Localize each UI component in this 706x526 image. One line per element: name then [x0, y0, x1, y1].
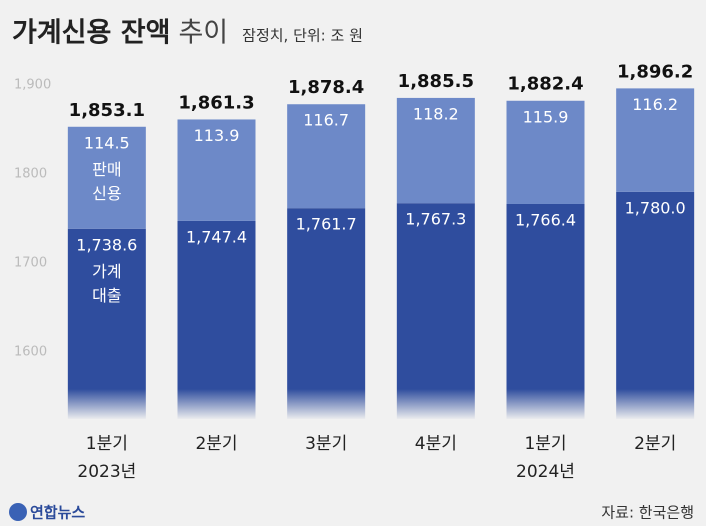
bar-fade: [66, 389, 147, 420]
subtitle: 잠정치, 단위: 조 원: [242, 27, 363, 45]
bar-segment: [616, 88, 695, 192]
logo: 연합뉴스: [30, 504, 85, 522]
bar-segment: [506, 100, 585, 204]
value-label: 1,738.6: [76, 235, 137, 254]
y-tick-label: 1,900: [14, 78, 51, 93]
year-label: 2023년: [77, 462, 136, 482]
y-tick-label: 1800: [14, 167, 47, 182]
y-tick-label: 1700: [14, 256, 47, 271]
x-tick-label: 1분기: [86, 434, 128, 454]
total-label: 1,896.2: [617, 61, 693, 82]
bar-segment: [287, 104, 366, 209]
chart-title-suffix: 추이: [178, 18, 228, 49]
bar-segment: [67, 126, 146, 229]
bar-segment: [287, 208, 366, 419]
value-label: 1,747.4: [186, 227, 247, 246]
value-label: 1,766.4: [515, 210, 576, 229]
value-label: 114.5: [84, 133, 130, 152]
plot: 1600 1700 1800 1,900 1,738.6 가계 대출 114.5 판매 신용 1,8…: [14, 61, 696, 482]
value-label: 118.2: [413, 104, 459, 123]
total-label: 1,882.4: [507, 74, 583, 95]
chart-title: 가계신용 잔액: [12, 18, 170, 49]
value-label: 113.9: [194, 126, 240, 145]
year-label: 2024년: [516, 462, 575, 482]
value-label: 1,767.3: [405, 210, 466, 229]
bar-segment: [616, 191, 695, 419]
legend-label: 가계 대출: [92, 261, 121, 304]
total-label: 1,853.1: [69, 100, 145, 121]
value-label: 116.2: [632, 95, 678, 114]
x-tick-label: 1분기: [524, 434, 566, 454]
bar-segment: [396, 97, 475, 204]
bar-segment: [506, 203, 585, 419]
bar-segment: [177, 119, 256, 221]
value-label: 1,780.0: [625, 198, 686, 217]
value-label: 115.9: [523, 107, 569, 126]
bar-segment: [177, 220, 256, 419]
bar-fade: [505, 389, 586, 420]
bar-segment: [396, 203, 475, 419]
total-label: 1,861.3: [178, 92, 254, 113]
bar-fade: [176, 389, 257, 420]
total-label: 1,885.5: [398, 71, 474, 92]
bar-fade: [286, 389, 367, 420]
value-label: 116.7: [303, 111, 349, 130]
legend-label: 판매 신용: [92, 159, 121, 202]
source: 자료: 한국은행: [601, 504, 694, 522]
y-tick-label: 1600: [14, 345, 47, 360]
bar-fade: [395, 389, 476, 420]
value-label: 1,761.7: [296, 215, 357, 234]
x-tick-label: 2분기: [634, 434, 676, 454]
bar-segment: [67, 228, 146, 419]
logo-icon: [9, 503, 27, 521]
x-tick-label: 3분기: [305, 434, 347, 454]
x-tick-label: 2분기: [195, 434, 237, 454]
x-tick-label: 4분기: [415, 434, 457, 454]
bar-fade: [615, 389, 696, 420]
total-label: 1,878.4: [288, 77, 364, 98]
